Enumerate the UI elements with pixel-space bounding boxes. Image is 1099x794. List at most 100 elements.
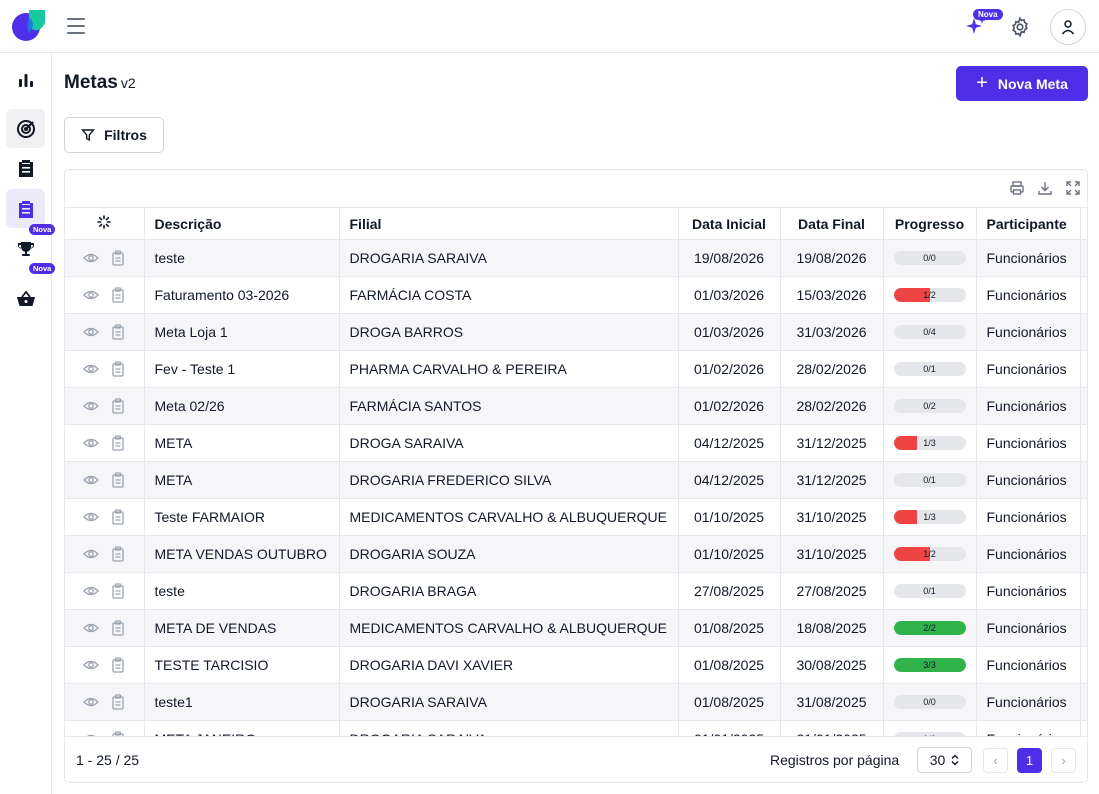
clipboard-icon[interactable]: [111, 361, 125, 377]
clipboard-icon[interactable]: [111, 324, 125, 340]
previous-page-button[interactable]: ‹: [983, 748, 1008, 773]
progress-bar: 1/2: [893, 288, 966, 302]
clipboard-icon[interactable]: [111, 657, 125, 673]
table-row[interactable]: Faturamento 03-2026 FARMÁCIA COSTA 01/03/2…: [65, 276, 1087, 314]
row-actions-cell: [65, 239, 145, 277]
table-scroll-area[interactable]: Descrição Filial Data Inicial Data Final…: [65, 207, 1087, 736]
progress-fill: [893, 621, 966, 635]
print-icon[interactable]: [1009, 180, 1025, 196]
column-header-filial[interactable]: Filial: [339, 207, 679, 240]
new-meta-button[interactable]: + Nova Meta: [956, 66, 1088, 101]
table-row[interactable]: TESTE TARCISIO DROGARIA DAVI XAVIER 01/08/…: [65, 646, 1087, 684]
cell-fim: 28/02/2026: [780, 387, 884, 425]
cell-descricao: Faturamento 03-2026: [144, 276, 340, 314]
eye-icon[interactable]: [83, 287, 100, 303]
cell-fim: 31/10/2025: [780, 535, 884, 573]
cell-extra: [1080, 646, 1087, 684]
cell-extra: [1080, 350, 1087, 388]
clipboard-icon[interactable]: [111, 583, 125, 599]
table-row[interactable]: Teste FARMAIOR MEDICAMENTOS CARVALHO & AL…: [65, 498, 1087, 536]
clipboard-icon[interactable]: [111, 620, 125, 636]
eye-icon[interactable]: [83, 583, 100, 599]
row-actions-cell: [65, 461, 145, 499]
clipboard-icon[interactable]: [111, 472, 125, 488]
column-header-data-final[interactable]: Data Final: [780, 207, 884, 240]
cell-inicio: 04/12/2025: [678, 461, 781, 499]
eye-icon[interactable]: [83, 509, 100, 525]
per-page-value: 30: [929, 752, 946, 768]
chevron-left-icon: ‹: [993, 753, 998, 768]
clipboard-icon[interactable]: [111, 287, 125, 303]
sidebar-item-dashboard[interactable]: [6, 60, 45, 99]
cell-extra: [1080, 572, 1087, 610]
eye-icon[interactable]: [83, 620, 100, 636]
cell-inicio: 04/12/2025: [678, 424, 781, 462]
cell-progresso: 1/3: [883, 498, 977, 536]
progress-bar: 1/3: [893, 510, 966, 524]
eye-icon[interactable]: [83, 472, 100, 488]
row-actions-cell: [65, 535, 145, 573]
eye-icon[interactable]: [83, 324, 100, 340]
sidebar-item-ranking[interactable]: [6, 229, 45, 268]
table-row[interactable]: teste DROGARIA SARAIVA 19/08/2026 19/08/202…: [65, 239, 1087, 277]
eye-icon[interactable]: [83, 361, 100, 377]
cell-descricao: Meta Loja 1: [144, 313, 340, 351]
table-row[interactable]: Meta 02/26 FARMÁCIA SANTOS 01/02/2026 28/02…: [65, 387, 1087, 425]
progress-bar: 0/1: [893, 473, 966, 487]
table-row[interactable]: teste1 DROGARIA SARAIVA 01/08/2025 31/08/20…: [65, 683, 1087, 721]
table-row[interactable]: teste DROGARIA BRAGA 27/08/2025 27/08/2025 0…: [65, 572, 1087, 610]
clipboard-icon[interactable]: [111, 509, 125, 525]
column-header-progresso[interactable]: Progresso: [883, 207, 977, 240]
clipboard-icon[interactable]: [111, 694, 125, 710]
eye-icon[interactable]: [83, 657, 100, 673]
eye-icon[interactable]: [83, 250, 100, 266]
row-actions-cell: [65, 276, 145, 314]
cell-inicio: 01/01/2025: [678, 720, 781, 736]
eye-icon[interactable]: [83, 546, 100, 562]
app-logo[interactable]: [11, 7, 47, 43]
cell-fim: 31/12/2025: [780, 424, 884, 462]
table-row[interactable]: META VENDAS OUTUBRO DROGARIA SOUZA 01/10/2…: [65, 535, 1087, 573]
sidebar-item-tasks[interactable]: [6, 148, 45, 187]
per-page-select[interactable]: 30: [917, 747, 972, 773]
gear-icon[interactable]: [1009, 16, 1031, 38]
sparkles-icon[interactable]: [964, 14, 988, 38]
progress-label: 2/2: [923, 623, 936, 633]
current-page-button[interactable]: 1: [1017, 748, 1042, 773]
table-row[interactable]: Meta Loja 1 DROGA BARROS 01/03/2026 31/03/2…: [65, 313, 1087, 351]
eye-icon[interactable]: [83, 435, 100, 451]
table-row[interactable]: META DROGA SARAIVA 04/12/2025 31/12/2025 1/3…: [65, 424, 1087, 462]
user-avatar-button[interactable]: [1050, 9, 1086, 45]
clipboard-icon[interactable]: [111, 250, 125, 266]
clipboard-icon[interactable]: [111, 435, 125, 451]
clipboard-icon[interactable]: [111, 546, 125, 562]
cell-filial: DROGARIA DAVI XAVIER: [339, 646, 679, 684]
cell-filial: DROGARIA SOUZA: [339, 535, 679, 573]
clipboard-icon[interactable]: [111, 398, 125, 414]
filter-button[interactable]: Filtros: [64, 117, 164, 153]
fullscreen-icon[interactable]: [1065, 180, 1081, 196]
cell-participante: Funcionários: [976, 387, 1081, 425]
table-row[interactable]: Fev - Teste 1 PHARMA CARVALHO & PEREIRA 01…: [65, 350, 1087, 388]
column-settings-header[interactable]: [65, 207, 145, 240]
progress-label: 0/1: [923, 586, 936, 596]
sidebar-item-metas-v2[interactable]: [6, 189, 45, 228]
table-row[interactable]: META DE VENDAS MEDICAMENTOS CARVALHO & AL…: [65, 609, 1087, 647]
next-page-button[interactable]: ›: [1051, 748, 1076, 773]
column-header-descricao[interactable]: Descrição: [144, 207, 340, 240]
sidebar-item-metas[interactable]: [6, 109, 45, 148]
cell-progresso: 3/3: [883, 646, 977, 684]
cell-inicio: 01/08/2025: [678, 609, 781, 647]
eye-icon[interactable]: [83, 398, 100, 414]
top-bar: Nova: [0, 0, 1099, 53]
eye-icon[interactable]: [83, 694, 100, 710]
column-header-data-inicial[interactable]: Data Inicial: [678, 207, 781, 240]
table-row[interactable]: META DROGARIA FREDERICO SILVA 04/12/2025 31…: [65, 461, 1087, 499]
menu-toggle-icon[interactable]: [64, 14, 88, 38]
clipboard-icon[interactable]: [111, 731, 125, 736]
column-header-participante[interactable]: Participante: [976, 207, 1081, 240]
download-icon[interactable]: [1037, 180, 1053, 196]
sidebar-item-shop[interactable]: [6, 279, 45, 318]
table-row[interactable]: META JANEIRODROGARIA SARAIVA01/01/202531…: [65, 720, 1087, 736]
progress-label: 0/4: [923, 327, 936, 337]
